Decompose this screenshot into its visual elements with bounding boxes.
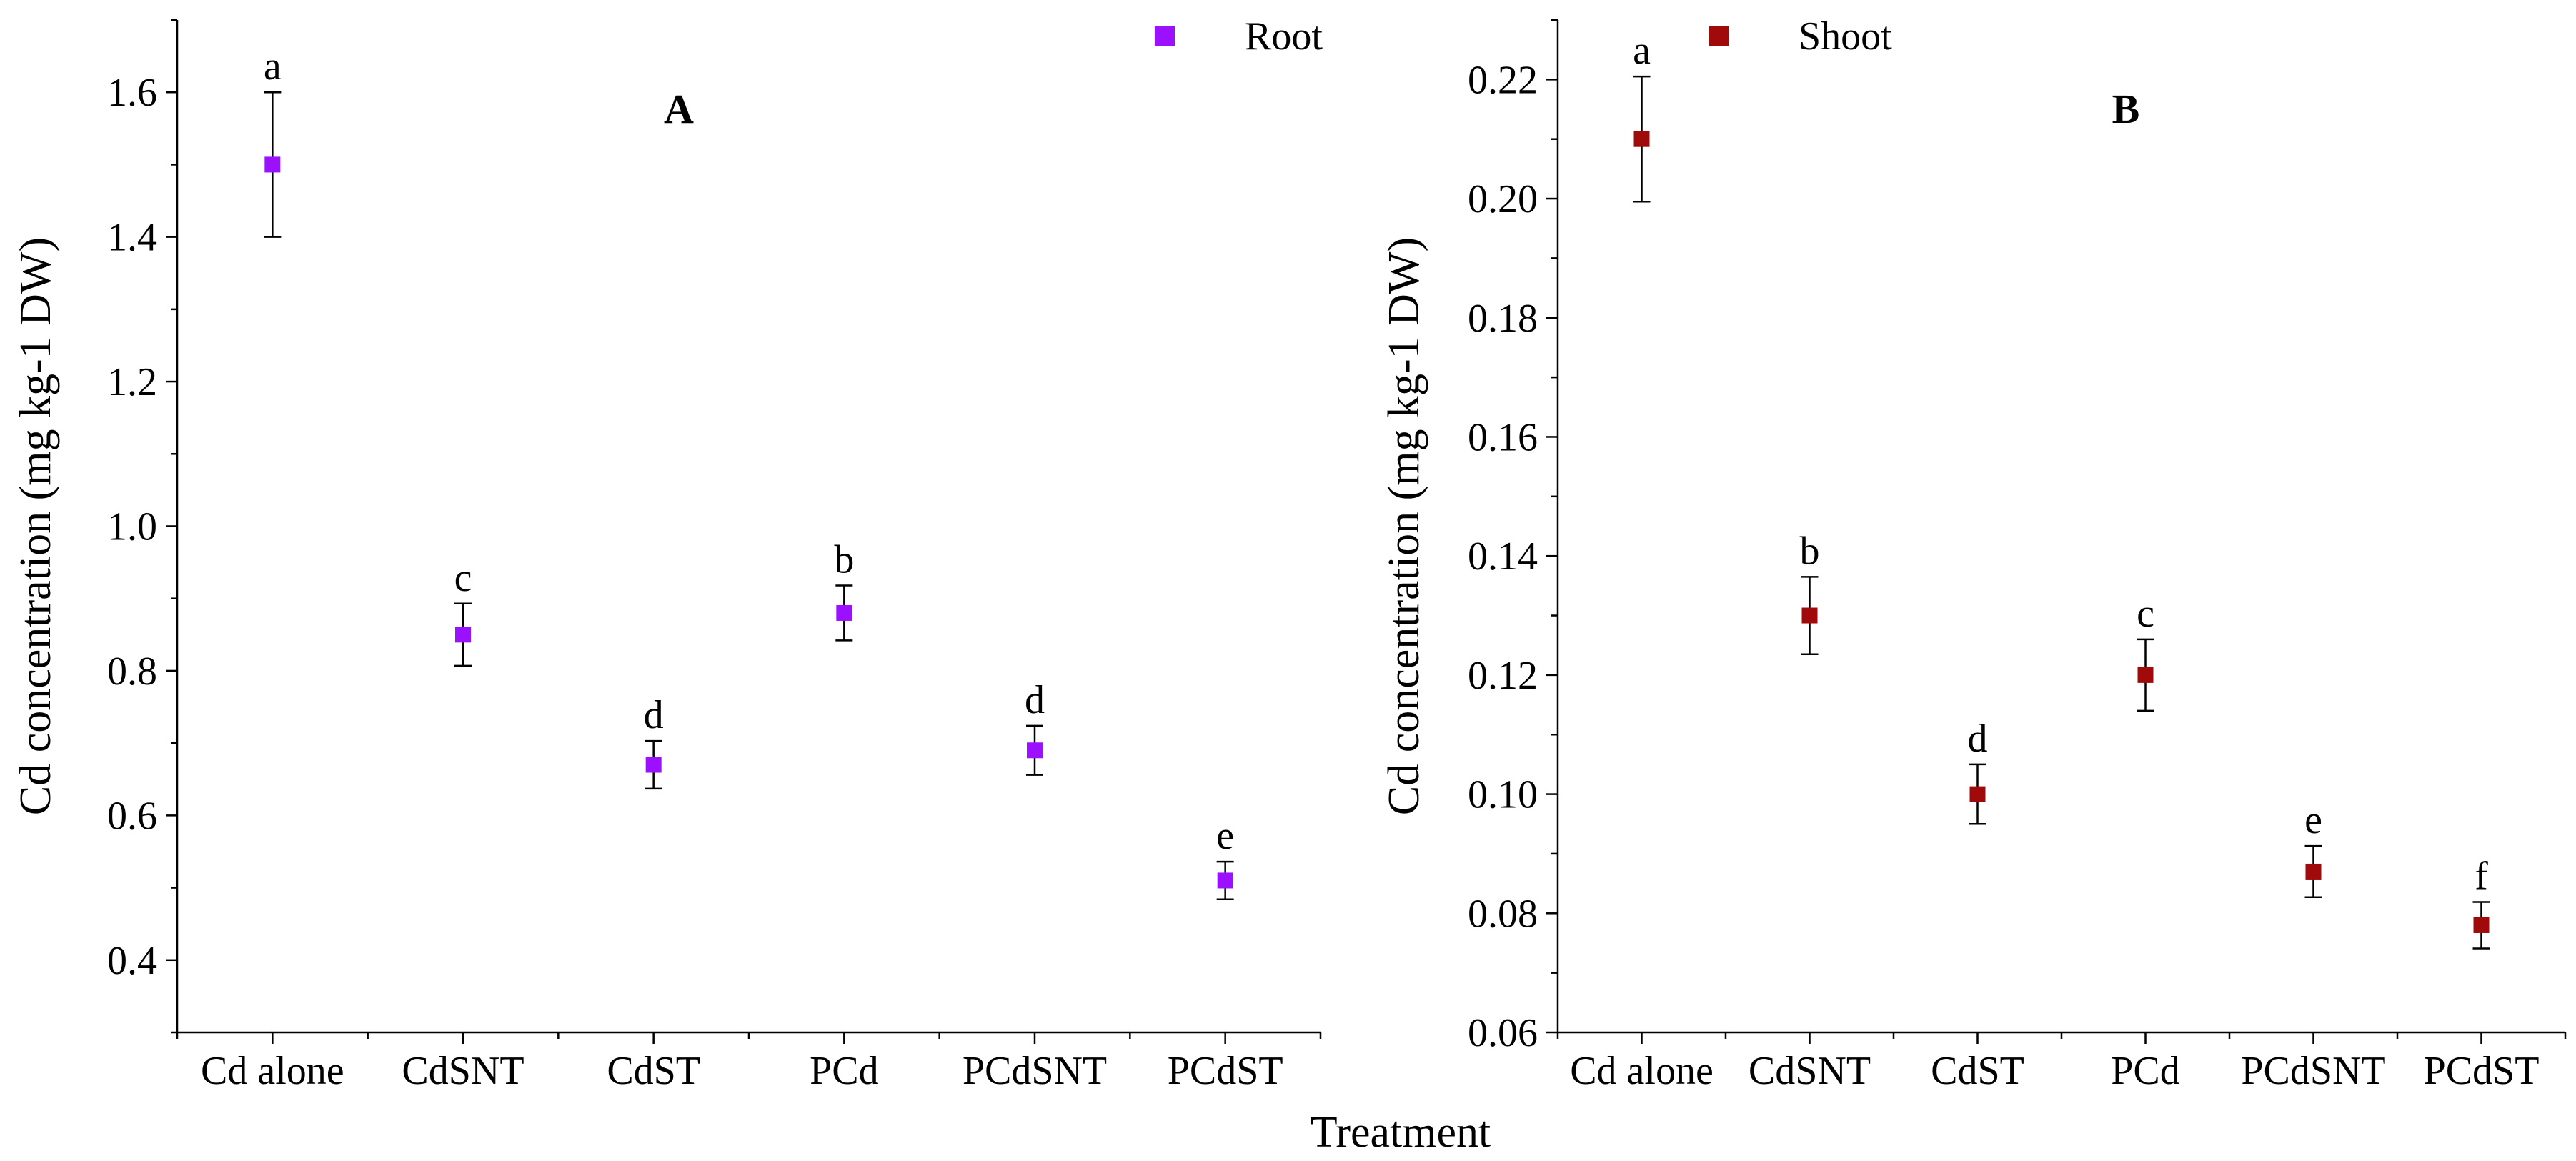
legend-marker: [1709, 26, 1729, 46]
y-tick-label: 0.22: [1468, 58, 1538, 102]
data-point: [455, 627, 471, 643]
significance-letter: f: [2475, 854, 2488, 898]
y-tick-label: 0.10: [1468, 773, 1538, 817]
data-point: [1969, 786, 1986, 802]
significance-letter: c: [454, 556, 472, 600]
x-tick-label: CdST: [607, 1049, 700, 1093]
y-tick-label: 0.18: [1468, 297, 1538, 341]
data-point: [264, 156, 281, 173]
significance-letter: c: [2137, 592, 2154, 636]
data-point: [1801, 607, 1818, 624]
x-tick-label: PCdSNT: [2241, 1049, 2385, 1093]
data-point: [2473, 917, 2490, 933]
y-tick-label: 0.08: [1468, 892, 1538, 936]
significance-letter: b: [1800, 529, 1820, 573]
significance-letter: e: [1216, 814, 1234, 858]
y-tick-label: 0.4: [107, 939, 157, 983]
y-tick-label: 0.8: [107, 649, 157, 694]
x-tick-label: PCdST: [1168, 1049, 1283, 1093]
data-point: [1633, 131, 1650, 147]
y-axis-title: Cd concentration (mg kg-1 DW): [1380, 237, 1428, 815]
y-tick-label: 1.6: [107, 71, 157, 115]
significance-letter: a: [1633, 29, 1651, 73]
x-tick-label: PCdSNT: [963, 1049, 1107, 1093]
y-tick-label: 0.14: [1468, 534, 1538, 579]
data-point: [836, 604, 852, 621]
significance-letter: b: [834, 537, 854, 582]
data-point: [2305, 863, 2322, 880]
y-tick-label: 0.16: [1468, 415, 1538, 459]
x-tick-label: PCd: [2111, 1049, 2180, 1093]
panel-label: B: [2112, 86, 2140, 132]
x-tick-label: Cd alone: [201, 1049, 344, 1093]
y-tick-label: 0.20: [1468, 177, 1538, 221]
y-tick-label: 0.06: [1468, 1011, 1538, 1055]
y-axis-title: Cd concentration (mg kg-1 DW): [11, 237, 60, 815]
x-axis-title: Treatment: [1311, 1108, 1491, 1157]
panel-a: 0.4 0.6 0.8 1.0 1.2 1.4 1.6 Cd alone CdSNT CdST PC…: [11, 14, 1323, 1093]
x-tick-label: Cd alone: [1570, 1049, 1714, 1093]
significance-letter: e: [2304, 798, 2322, 842]
y-tick-label: 1.2: [107, 360, 157, 404]
significance-letter: d: [1025, 678, 1045, 722]
data-point: [645, 757, 662, 773]
x-tick-label: CdST: [1931, 1049, 2024, 1093]
panel-label: A: [664, 86, 694, 132]
data-point: [2137, 667, 2154, 683]
y-tick-label: 0.12: [1468, 654, 1538, 698]
x-tick-label: CdSNT: [402, 1049, 524, 1093]
y-tick-label: 1.4: [107, 216, 157, 260]
y-tick-label: 0.6: [107, 794, 157, 838]
y-tick-label: 1.0: [107, 505, 157, 549]
x-tick-label: CdSNT: [1749, 1049, 1871, 1093]
legend-label: Shoot: [1799, 14, 1892, 59]
data-point: [1027, 742, 1043, 759]
panel-b: 0.06 0.08 0.10 0.12 0.14 0.16 0.18 0.20 0.22 Cd a…: [1380, 14, 2567, 1093]
legend-label: Root: [1245, 14, 1323, 59]
significance-letter: d: [644, 693, 664, 737]
x-tick-label: PCd: [810, 1049, 879, 1093]
legend-marker: [1155, 26, 1175, 46]
data-point: [1217, 872, 1233, 889]
significance-letter: a: [264, 44, 282, 89]
x-tick-label: PCdST: [2424, 1049, 2540, 1093]
significance-letter: d: [1968, 717, 1988, 761]
